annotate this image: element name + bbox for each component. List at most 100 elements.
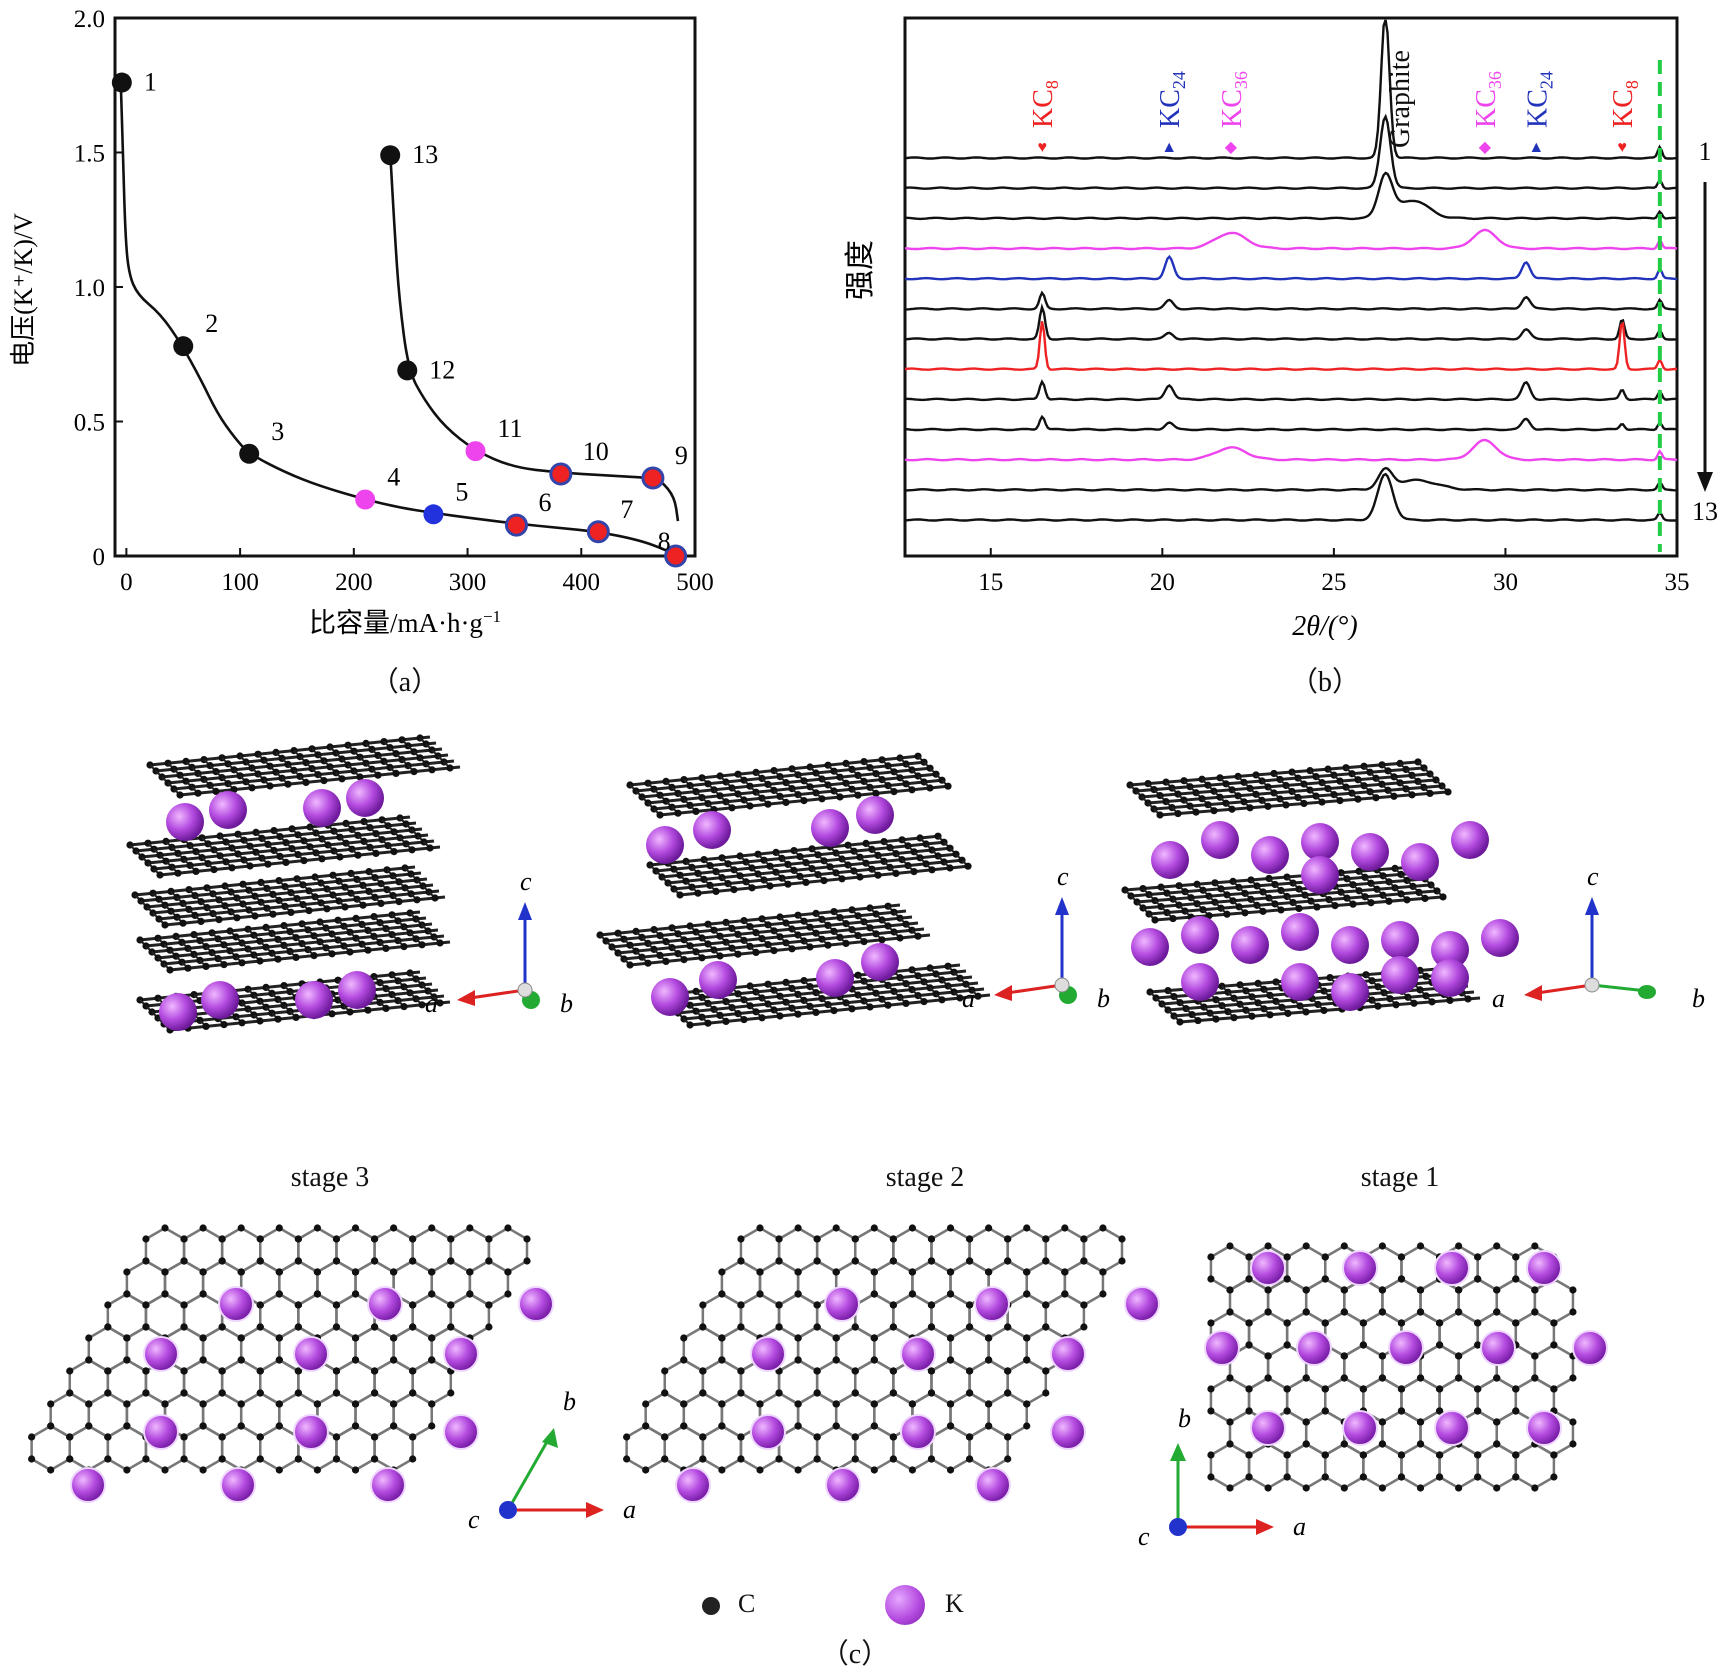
potassium-atom	[443, 1414, 479, 1450]
potassium-atom	[1281, 963, 1319, 1001]
discharge-curve	[119, 79, 679, 558]
phase-label: KC24	[1522, 71, 1556, 128]
svg-text:a: a	[623, 1495, 636, 1524]
potassium-atom	[1434, 1250, 1470, 1286]
potassium-atom	[1281, 913, 1319, 951]
crystal-axes-2d: a b c	[1138, 1404, 1306, 1550]
chart-b: 15 20 25 30 35 KC8 ♥ KC24 ▲ KC36 ◆ Graphite KC36 ◆ KC…	[844, 16, 1718, 640]
potassium-atom	[143, 1336, 179, 1372]
potassium-atom	[675, 1467, 711, 1503]
potassium-atom	[1401, 843, 1439, 881]
potassium-atom	[1250, 1410, 1286, 1446]
svg-text:a: a	[425, 989, 438, 1018]
potassium-atom	[1526, 1250, 1562, 1286]
potassium-atom	[1331, 926, 1369, 964]
graphene-layer	[646, 832, 972, 899]
xrd-pattern-13	[904, 472, 1678, 522]
order-top-label: 1	[1699, 137, 1712, 166]
potassium-atom	[1480, 1330, 1516, 1366]
potassium-atom	[338, 971, 376, 1009]
xrd-pattern-6	[905, 290, 1677, 311]
data-point	[397, 360, 418, 381]
potassium-atom	[367, 1286, 403, 1322]
potassium-atom	[1388, 1330, 1424, 1366]
potassium-atom	[1231, 926, 1269, 964]
potassium-atom	[651, 978, 689, 1016]
svg-text:b: b	[1178, 1404, 1191, 1433]
potassium-atom	[1331, 973, 1369, 1011]
potassium-atom	[1050, 1336, 1086, 1372]
potassium-atom	[1342, 1410, 1378, 1446]
x-tick-label: 30	[1493, 569, 1518, 596]
data-point	[173, 336, 194, 357]
data-point-label: 12	[429, 355, 455, 384]
potassium-atom	[975, 1467, 1011, 1503]
data-point-label: 3	[271, 417, 284, 446]
potassium-atom	[900, 1336, 936, 1372]
phase-marker: ◆	[1225, 139, 1238, 156]
potassium-atom	[750, 1414, 786, 1450]
potassium-atom	[1151, 841, 1189, 879]
graphene-layer	[126, 814, 441, 879]
potassium-atom	[201, 981, 239, 1019]
graphene-layer	[136, 909, 451, 974]
graphene-layer	[626, 752, 952, 819]
potassium-atom	[1572, 1330, 1608, 1366]
legend-carbon-marker	[702, 1597, 720, 1615]
x-tick-label: 0	[120, 569, 133, 596]
xrd-pattern-9	[905, 379, 1677, 402]
data-point	[355, 489, 376, 510]
data-point-label: 4	[387, 463, 400, 492]
y-tick-label: 0	[93, 544, 106, 571]
xrd-pattern-11	[904, 438, 1678, 462]
svg-text:b: b	[1692, 984, 1705, 1013]
order-bottom-label: 13	[1692, 497, 1718, 526]
potassium-atom	[1431, 959, 1469, 997]
xrd-pattern-4	[904, 228, 1678, 251]
svg-text:b: b	[560, 989, 573, 1018]
crystal-axes: c a b	[425, 867, 573, 1018]
potassium-atom	[974, 1286, 1010, 1322]
data-point	[641, 466, 665, 490]
potassium-atom	[1381, 921, 1419, 959]
data-point	[111, 72, 132, 93]
potassium-atom	[443, 1336, 479, 1372]
data-point-label: 2	[205, 309, 218, 338]
potassium-atom	[346, 779, 384, 817]
phase-label: KC24	[1155, 71, 1189, 128]
potassium-atom	[159, 993, 197, 1031]
top-views: a b c a b c	[28, 1224, 1608, 1550]
caption-a: （a）	[370, 667, 440, 698]
potassium-atom	[856, 796, 894, 834]
potassium-atom	[699, 961, 737, 999]
data-point	[664, 544, 688, 568]
svg-text:b: b	[563, 1387, 576, 1416]
chart-a-xlabel: 比容量/mA·h·g−1	[309, 607, 501, 638]
x-tick-label: 200	[335, 569, 373, 596]
chart-b-frame	[903, 16, 1679, 558]
data-point	[380, 145, 401, 166]
data-point-label: 1	[144, 68, 157, 97]
data-point-label: 13	[412, 140, 438, 169]
svg-text:c: c	[1587, 862, 1599, 891]
potassium-atom	[1204, 1330, 1240, 1366]
data-point-label: 10	[583, 437, 609, 466]
xrd-pattern-8	[904, 321, 1678, 371]
potassium-atom	[1431, 931, 1469, 969]
xrd-pattern-2	[904, 113, 1678, 190]
potassium-atom	[1434, 1410, 1470, 1446]
xrd-pattern-3	[905, 171, 1677, 221]
potassium-atom	[1301, 856, 1339, 894]
phase-label: KC36	[1217, 71, 1251, 128]
potassium-atom	[1381, 956, 1419, 994]
legend-potassium-label: K	[945, 1589, 964, 1618]
potassium-atom	[303, 789, 341, 827]
data-point-label: 6	[538, 488, 551, 517]
x-tick-label: 20	[1150, 569, 1175, 596]
x-tick-label: 100	[221, 569, 259, 596]
potassium-atom	[1351, 833, 1389, 871]
xrd-pattern-1	[904, 19, 1678, 160]
phase-label: KC36	[1471, 71, 1505, 128]
potassium-atom	[1342, 1250, 1378, 1286]
